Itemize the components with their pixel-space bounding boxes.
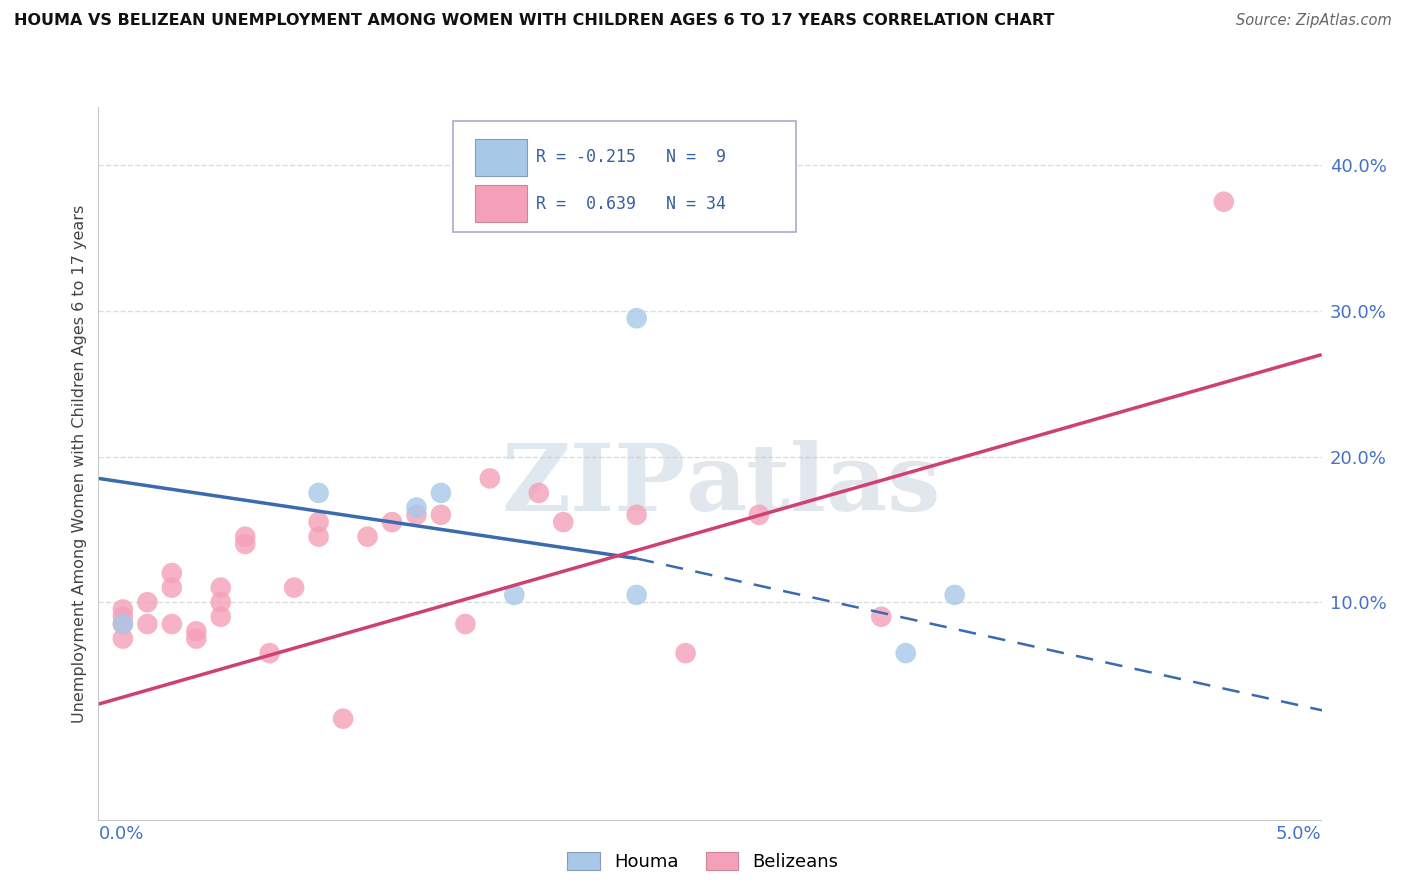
Point: [111, 632, 134, 646]
Point: [186, 632, 208, 646]
Point: [894, 646, 917, 660]
Text: R = -0.215   N =  9: R = -0.215 N = 9: [536, 148, 727, 166]
Point: [259, 646, 281, 660]
Point: [626, 588, 648, 602]
Point: [943, 588, 966, 602]
FancyBboxPatch shape: [475, 185, 526, 222]
Legend: Houma, Belizeans: Houma, Belizeans: [560, 845, 846, 879]
FancyBboxPatch shape: [453, 121, 796, 232]
Text: atlas: atlas: [686, 441, 941, 530]
Point: [209, 595, 232, 609]
Point: [675, 646, 697, 660]
Point: [209, 581, 232, 595]
Point: [308, 486, 330, 500]
Point: [478, 471, 501, 485]
Point: [626, 508, 648, 522]
Point: [381, 515, 404, 529]
Point: [136, 595, 159, 609]
Point: [233, 530, 256, 544]
Point: [160, 581, 183, 595]
Text: 5.0%: 5.0%: [1277, 825, 1322, 843]
Point: [160, 566, 183, 580]
Y-axis label: Unemployment Among Women with Children Ages 6 to 17 years: Unemployment Among Women with Children A…: [72, 205, 87, 723]
Point: [405, 500, 427, 515]
Point: [748, 508, 770, 522]
Point: [111, 617, 134, 632]
Point: [405, 508, 427, 522]
Text: ZIP: ZIP: [502, 441, 686, 530]
Point: [308, 530, 330, 544]
Point: [503, 588, 526, 602]
Point: [430, 508, 453, 522]
Point: [209, 609, 232, 624]
FancyBboxPatch shape: [475, 139, 526, 176]
Point: [111, 609, 134, 624]
Point: [553, 515, 575, 529]
Point: [308, 515, 330, 529]
Point: [111, 602, 134, 616]
Point: [870, 609, 893, 624]
Text: 0.0%: 0.0%: [98, 825, 143, 843]
Point: [626, 311, 648, 326]
Point: [430, 486, 453, 500]
Text: Source: ZipAtlas.com: Source: ZipAtlas.com: [1236, 13, 1392, 29]
Point: [454, 617, 477, 632]
Point: [186, 624, 208, 639]
Point: [356, 530, 378, 544]
Point: [1212, 194, 1234, 209]
Point: [527, 486, 550, 500]
Point: [283, 581, 305, 595]
Point: [233, 537, 256, 551]
Text: R =  0.639   N = 34: R = 0.639 N = 34: [536, 194, 727, 212]
Point: [332, 712, 354, 726]
Text: HOUMA VS BELIZEAN UNEMPLOYMENT AMONG WOMEN WITH CHILDREN AGES 6 TO 17 YEARS CORR: HOUMA VS BELIZEAN UNEMPLOYMENT AMONG WOM…: [14, 13, 1054, 29]
Point: [136, 617, 159, 632]
Point: [111, 617, 134, 632]
Point: [160, 617, 183, 632]
